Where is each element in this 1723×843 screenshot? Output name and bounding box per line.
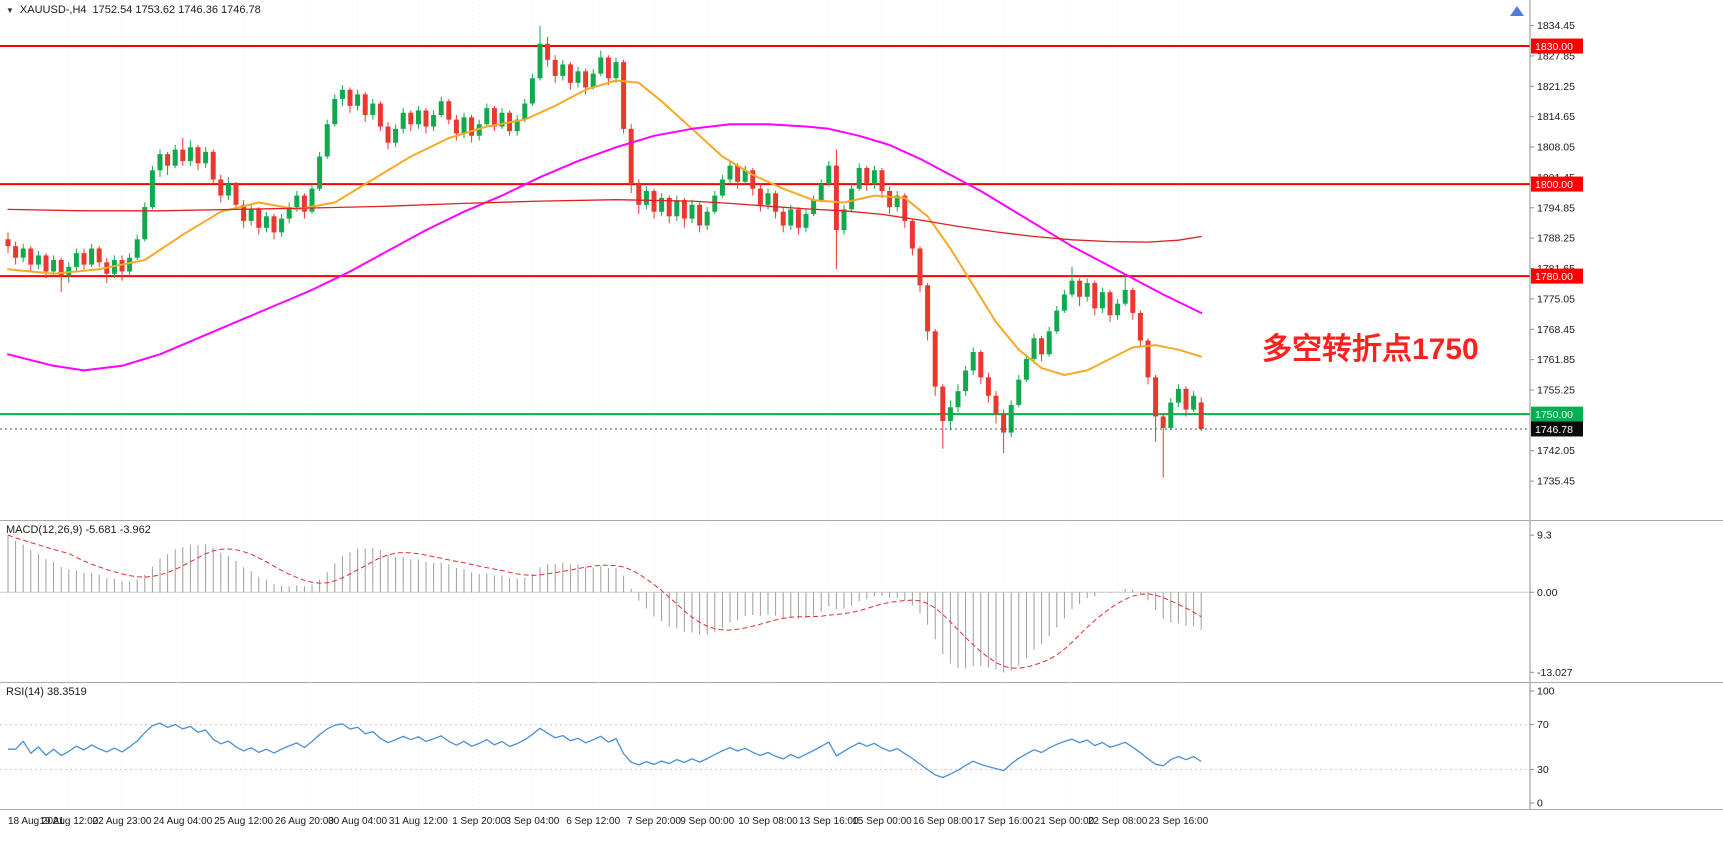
ma-slow-red <box>7 199 1202 243</box>
vertical-grid <box>7 521 1179 682</box>
time-label: 24 Aug 04:00 <box>153 816 213 827</box>
svg-text:1794.85: 1794.85 <box>1537 202 1575 214</box>
svg-text:30: 30 <box>1537 764 1549 776</box>
time-label: 7 Sep 20:00 <box>627 816 681 827</box>
macd-histogram <box>7 535 1202 673</box>
svg-text:0: 0 <box>1537 798 1543 810</box>
svg-text:1788.25: 1788.25 <box>1537 233 1575 245</box>
svg-text:1768.45: 1768.45 <box>1537 324 1575 336</box>
time-label: 6 Sep 12:00 <box>566 816 621 827</box>
candles-layer <box>5 25 1204 478</box>
time-label: 22 Sep 08:00 <box>1087 816 1148 827</box>
ma-mid-magenta <box>7 123 1203 372</box>
svg-text:1830.00: 1830.00 <box>1535 41 1573 53</box>
support-resistance-lines <box>0 45 1530 416</box>
svg-text:1742.05: 1742.05 <box>1537 445 1575 457</box>
time-label: 15 Sep 00:00 <box>852 816 912 827</box>
rsi-axis[interactable]: 100 70 30 0 <box>1529 683 1555 810</box>
svg-text:9.3: 9.3 <box>1537 530 1552 542</box>
time-label: 21 Sep 00:00 <box>1034 816 1095 827</box>
svg-text:1761.85: 1761.85 <box>1537 354 1575 366</box>
current-price-tag <box>1531 421 1583 437</box>
price-pane: 1834.451827.851821.251814.651808.051801.… <box>0 0 1723 520</box>
macd-signal-line <box>7 534 1202 669</box>
symbol-timeframe: XAUUSD-,H4 <box>19 4 87 16</box>
time-label: 16 Sep 08:00 <box>913 816 973 827</box>
time-label: 31 Aug 12:00 <box>388 816 448 827</box>
time-label: 26 Aug 20:00 <box>274 816 334 827</box>
ma-fast-orange <box>7 79 1203 376</box>
svg-text:70: 70 <box>1537 719 1549 731</box>
price-tag <box>1531 406 1583 422</box>
time-axis[interactable]: 18 Aug 2021 19 Aug 12:00 22 Aug 23:00 24 Au… <box>0 809 1723 843</box>
time-label: 18 Aug 2021 <box>8 816 65 827</box>
vertical-grid <box>7 0 1179 520</box>
time-label: 10 Sep 08:00 <box>738 816 798 827</box>
svg-text:1746.78: 1746.78 <box>1535 424 1573 436</box>
time-label: 30 Aug 04:00 <box>328 816 388 827</box>
svg-text:1821.25: 1821.25 <box>1537 81 1575 93</box>
svg-text:1834.45: 1834.45 <box>1537 20 1575 32</box>
time-label: 17 Sep 16:00 <box>973 816 1034 827</box>
svg-text:1755.25: 1755.25 <box>1537 385 1575 397</box>
svg-text:1800.00: 1800.00 <box>1535 179 1573 191</box>
time-label: 1 Sep 20:00 <box>452 816 507 827</box>
candlestick-chart[interactable]: 1834.451827.851821.251814.651808.051801.… <box>0 0 1723 520</box>
macd-chart[interactable]: 9.3 0.00 -13.027 <box>0 521 1723 682</box>
collapse-triangle-icon[interactable]: ▼ <box>6 5 14 15</box>
price-tag <box>1531 268 1583 284</box>
time-label: 22 Aug 23:00 <box>92 816 152 827</box>
rsi-pane: 100 70 30 0 RSI(14) 38.3519 <box>0 682 1723 809</box>
macd-label: MACD(12,26,9) -5.681 -3.962 <box>6 524 151 536</box>
macd-pane: 9.3 0.00 -13.027 MACD(12,26,9) -5.681 -3.9… <box>0 520 1723 682</box>
svg-text:1814.65: 1814.65 <box>1537 111 1575 123</box>
price-axis[interactable]: 1834.451827.851821.251814.651808.051801.… <box>1529 0 1583 520</box>
rsi-line <box>8 722 1202 779</box>
price-tag <box>1531 176 1583 192</box>
rsi-label: RSI(14) 38.3519 <box>6 686 87 698</box>
svg-text:100: 100 <box>1537 686 1555 698</box>
svg-text:1750.00: 1750.00 <box>1535 409 1573 421</box>
svg-text:1780.00: 1780.00 <box>1535 271 1573 283</box>
time-label: 23 Sep 16:00 <box>1148 816 1209 827</box>
annotation-text: 多空转折点1750 <box>1262 333 1479 366</box>
svg-text:1735.45: 1735.45 <box>1537 476 1575 488</box>
macd-axis[interactable]: 9.3 0.00 -13.027 <box>1529 521 1573 682</box>
time-label: 19 Aug 12:00 <box>39 816 99 827</box>
svg-text:1775.05: 1775.05 <box>1537 293 1575 305</box>
svg-text:1808.05: 1808.05 <box>1537 142 1575 154</box>
vertical-grid <box>7 683 1179 809</box>
svg-text:0.00: 0.00 <box>1537 587 1558 599</box>
time-label: 3 Sep 04:00 <box>505 816 560 827</box>
time-label: 9 Sep 00:00 <box>680 816 735 827</box>
time-label: 13 Sep 16:00 <box>799 816 859 827</box>
price-tag <box>1531 38 1583 54</box>
svg-text:-13.027: -13.027 <box>1537 667 1573 679</box>
time-label: 25 Aug 12:00 <box>214 816 274 827</box>
chart-shift-marker-icon <box>1510 6 1524 16</box>
ohlc-readout: 1752.54 1753.62 1746.36 1746.78 <box>92 4 261 16</box>
chart-header: ▼ XAUUSD-,H4 1752.54 1753.62 1746.36 174… <box>6 4 261 16</box>
rsi-chart[interactable]: 100 70 30 0 <box>0 683 1723 809</box>
